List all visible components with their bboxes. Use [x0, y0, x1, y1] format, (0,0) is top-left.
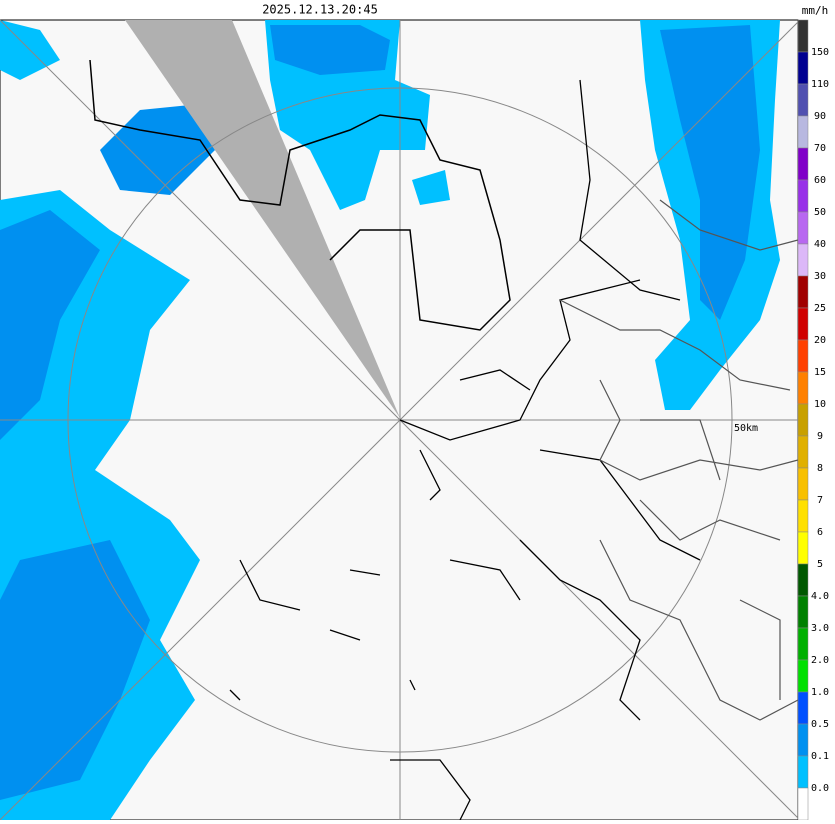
legend-swatch [797, 179, 809, 213]
timestamp: 2025.12.13.20:45 [262, 3, 378, 17]
legend-swatch [797, 435, 809, 469]
legend-label: 0.1 [811, 751, 829, 762]
blocked-sector [125, 20, 400, 418]
legend-swatch [797, 499, 809, 533]
legend-label: 4.0 [811, 591, 829, 602]
legend-swatch [797, 691, 809, 725]
legend-swatch [797, 595, 809, 629]
legend-label: 7 [817, 495, 823, 506]
legend-label: 1.0 [811, 687, 829, 698]
legend-label: 20 [814, 335, 826, 346]
legend-label: 8 [817, 463, 823, 474]
legend-swatch [797, 371, 809, 405]
legend-swatch [797, 147, 809, 181]
legend-label: 60 [814, 175, 826, 186]
legend-label: 3.0 [811, 623, 829, 634]
legend-label: 150 [811, 47, 829, 58]
legend-label: 25 [814, 303, 826, 314]
rain-area [0, 210, 150, 800]
legend-label: 110 [811, 79, 829, 90]
legend: 150 110 90 70 60 50 40 30 25 20 15 10 9 8 7 6 5 4.0 3.0 2.0… [797, 19, 829, 821]
legend-label: 0.5 [811, 719, 829, 730]
coastline [89, 59, 511, 331]
legend-swatch [797, 115, 809, 149]
legend-swatch [797, 467, 809, 501]
legend-swatch [797, 243, 809, 277]
rain-area [412, 170, 450, 205]
rain-area [660, 25, 760, 320]
legend-swatch [797, 19, 809, 53]
range-label: 50km [734, 423, 758, 434]
legend-swatch [797, 627, 809, 661]
legend-swatch [797, 755, 809, 789]
coastline [229, 79, 681, 821]
legend-label: 0.0 [811, 783, 829, 794]
legend-swatch [797, 403, 809, 437]
axis-line [0, 19, 799, 819]
legend-label: 70 [814, 143, 826, 154]
legend-swatch [797, 723, 809, 757]
legend-swatch [797, 659, 809, 693]
legend-label: 6 [817, 527, 823, 538]
legend-swatch [797, 307, 809, 341]
map: 50km [0, 19, 799, 821]
legend-swatch [797, 787, 809, 821]
legend-label: 15 [814, 367, 826, 378]
legend-label: 2.0 [811, 655, 829, 666]
rain-area [270, 25, 390, 75]
axis-line [0, 21, 799, 821]
legend-swatch [797, 339, 809, 373]
legend-label: 9 [817, 431, 823, 442]
legend-swatch [797, 51, 809, 85]
legend-label: 90 [814, 111, 826, 122]
legend-swatch [797, 531, 809, 565]
unit: mm/h [802, 4, 829, 17]
legend-swatch [797, 83, 809, 117]
coastline [399, 279, 701, 721]
legend-label: 5 [817, 559, 823, 570]
legend-label: 30 [814, 271, 826, 282]
legend-label: 10 [814, 399, 826, 410]
legend-label: 50 [814, 207, 826, 218]
legend-swatch [797, 275, 809, 309]
legend-swatch [797, 211, 809, 245]
border [559, 199, 799, 721]
legend-swatch [797, 563, 809, 597]
legend-label: 40 [814, 239, 826, 250]
